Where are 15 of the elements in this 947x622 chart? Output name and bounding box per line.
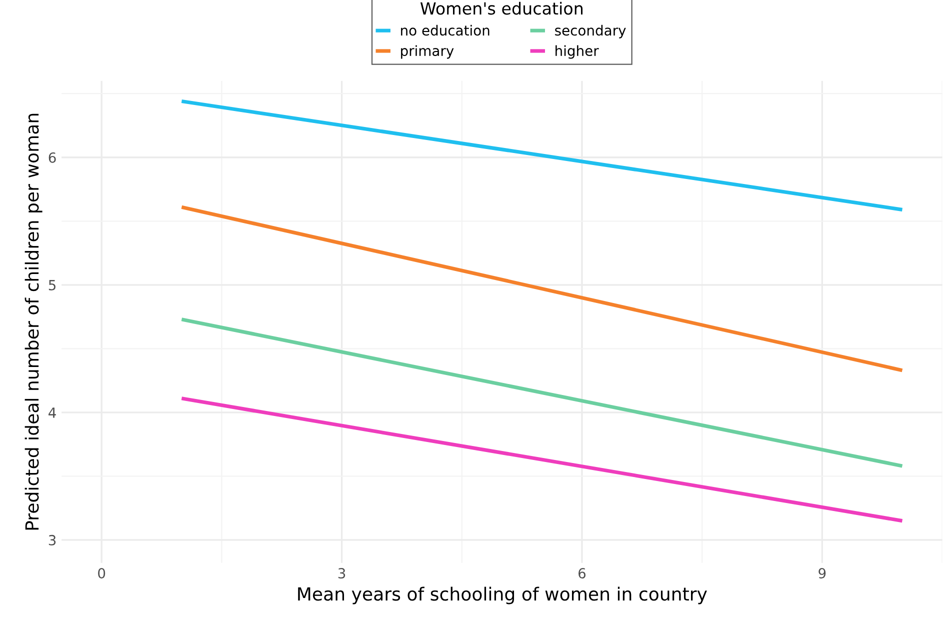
y-tick-label: 6 [48,152,56,163]
y-tick-label: 4 [48,408,56,418]
y-axis-title: Predicted ideal number of children per woman [24,114,42,530]
y-tick-label: 5 [48,280,56,290]
legend-label: primary [401,45,454,59]
legend-label: no education [401,24,490,36]
x-axis-title: Mean years of schooling of women in country [298,586,707,604]
x-tick-label: 3 [338,568,346,579]
x-tick-label: 9 [818,568,826,579]
x-tick-label: 0 [98,568,106,579]
legend-title: Women's education [420,2,582,15]
legend-label: secondary [555,24,626,38]
legend-label: higher [556,45,599,59]
y-tick-label: 3 [48,534,56,546]
x-tick-label: 6 [578,568,586,579]
